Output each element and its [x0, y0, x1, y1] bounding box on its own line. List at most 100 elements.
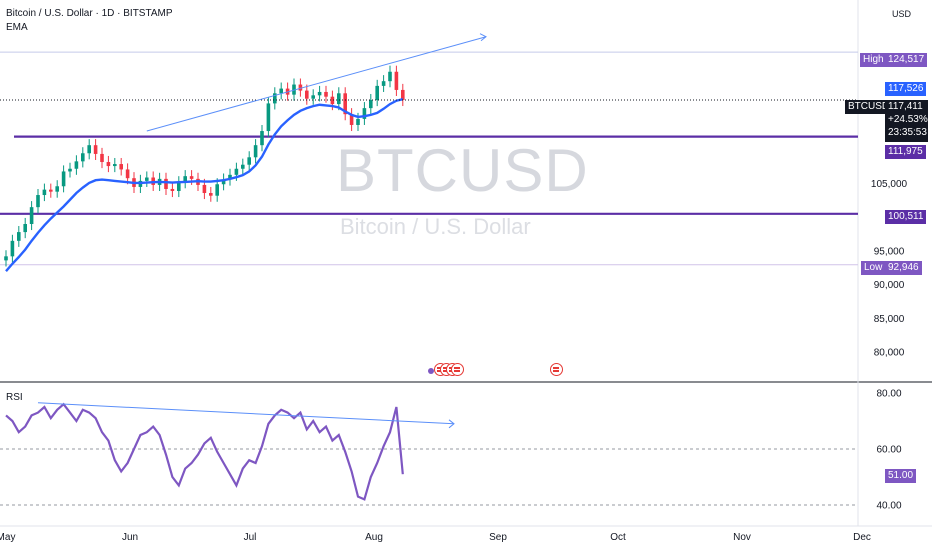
candle-body: [279, 88, 283, 94]
candle-body: [343, 93, 347, 115]
candle-body: [29, 207, 34, 224]
candle-body: [311, 95, 315, 99]
candle-body: [381, 81, 386, 86]
candle-body: [93, 145, 98, 154]
time-tick-label: Jun: [122, 532, 138, 543]
candle-body: [215, 184, 219, 196]
low-label-tag: Low: [861, 261, 886, 275]
candle-body: [68, 168, 72, 172]
rsi-value-tag: 51.00: [885, 469, 917, 483]
rsi-trend-arrow-head: [448, 419, 455, 429]
low-value-tag: 92,946: [885, 261, 922, 275]
candle-body: [164, 178, 168, 189]
price-tick-label: 80,000: [874, 348, 905, 359]
time-tick-label: Sep: [489, 532, 507, 543]
level-upper-tag: 111,975: [885, 145, 926, 159]
news-dot-icon[interactable]: [428, 368, 434, 374]
candle-body: [100, 153, 104, 163]
candle-body: [260, 131, 264, 146]
candle-body: [189, 176, 194, 179]
candle-body: [401, 89, 405, 100]
candle-body: [125, 169, 130, 179]
candle-body: [106, 162, 111, 167]
ema-indicator-label[interactable]: EMA: [6, 22, 28, 33]
candle-body: [119, 164, 123, 170]
candle-body: [221, 179, 226, 185]
candle-body: [394, 71, 399, 90]
rsi-tick-label: 60.00: [876, 445, 901, 456]
candle-body: [375, 85, 379, 101]
rsi-label[interactable]: RSI: [6, 392, 23, 403]
candle-body: [87, 145, 91, 154]
candle-body: [324, 91, 328, 97]
time-tick-label: Aug: [365, 532, 383, 543]
candle-body: [317, 91, 322, 96]
rsi-tick-label: 80.00: [876, 389, 901, 400]
candle-body: [177, 182, 181, 191]
candle-body: [42, 189, 47, 196]
price-tick-label: 85,000: [874, 314, 905, 325]
candle-body: [183, 176, 187, 183]
candle-body: [209, 193, 213, 196]
time-tick-label: Oct: [610, 532, 626, 543]
candle-body: [49, 189, 53, 192]
event-flag-icon[interactable]: [550, 363, 563, 376]
rsi-line: [5, 402, 404, 501]
last-price-tag: 117,411: [888, 101, 923, 112]
candle-body: [247, 157, 251, 165]
candle-body: [113, 164, 117, 167]
candle-body: [241, 164, 245, 169]
candle-body: [330, 96, 335, 105]
candle-body: [202, 184, 207, 194]
candle-body: [298, 84, 303, 91]
currency-label: USD: [892, 9, 912, 19]
candle-body: [273, 93, 277, 104]
candle-body: [55, 186, 59, 192]
candle-body: [356, 118, 360, 125]
trend-arrow-head: [479, 33, 487, 42]
time-tick-label: May: [0, 532, 15, 543]
level-lower-tag: 100,511: [885, 210, 927, 224]
candle-body: [10, 240, 15, 257]
candle-body: [145, 177, 149, 181]
candle-body: [17, 232, 21, 241]
candle-body: [253, 145, 258, 158]
event-flag-icon[interactable]: [451, 363, 464, 376]
candle-body: [61, 171, 66, 187]
candle-body: [81, 153, 85, 162]
candle-body: [4, 256, 8, 261]
time-tick-label: Nov: [733, 532, 751, 543]
last-price-box: [885, 100, 928, 142]
symbol-tag: BTCUSD: [845, 100, 893, 114]
price-tick-label: 95,000: [874, 246, 905, 257]
chart-title: Bitcoin / U.S. Dollar · 1D · BITSTAMP: [6, 8, 173, 19]
candle-body: [305, 90, 309, 99]
rsi-trend-arrow-line: [37, 402, 455, 425]
watermark-name: Bitcoin / U.S. Dollar: [340, 214, 531, 239]
candle-body: [170, 188, 175, 191]
trend-arrow-line: [146, 36, 487, 132]
high-value-tag: 124,517: [885, 53, 928, 67]
candle-body: [266, 103, 271, 132]
candle-body: [36, 195, 40, 208]
price-tick-label: 105,000: [871, 179, 908, 190]
candle-body: [74, 161, 79, 169]
candle-body: [234, 168, 239, 175]
rsi-tick-label: 40.00: [876, 501, 901, 512]
countdown-tag: 23:35:53: [888, 127, 927, 138]
high-label-tag: High: [860, 53, 887, 67]
price-tick-label: 90,000: [874, 280, 905, 291]
change-tag: +24.53%: [888, 114, 928, 125]
candle-body: [369, 100, 373, 109]
ema-line: [5, 98, 404, 272]
candle-body: [337, 93, 341, 105]
candle-body: [388, 71, 392, 82]
time-tick-label: Dec: [853, 532, 871, 543]
ema-value-tag: 117,526: [885, 82, 927, 96]
candle-body: [362, 108, 367, 119]
watermark-symbol: BTCUSD: [336, 137, 589, 204]
candle-body: [349, 114, 354, 125]
candle-body: [23, 224, 27, 233]
time-tick-label: Jul: [244, 532, 257, 543]
